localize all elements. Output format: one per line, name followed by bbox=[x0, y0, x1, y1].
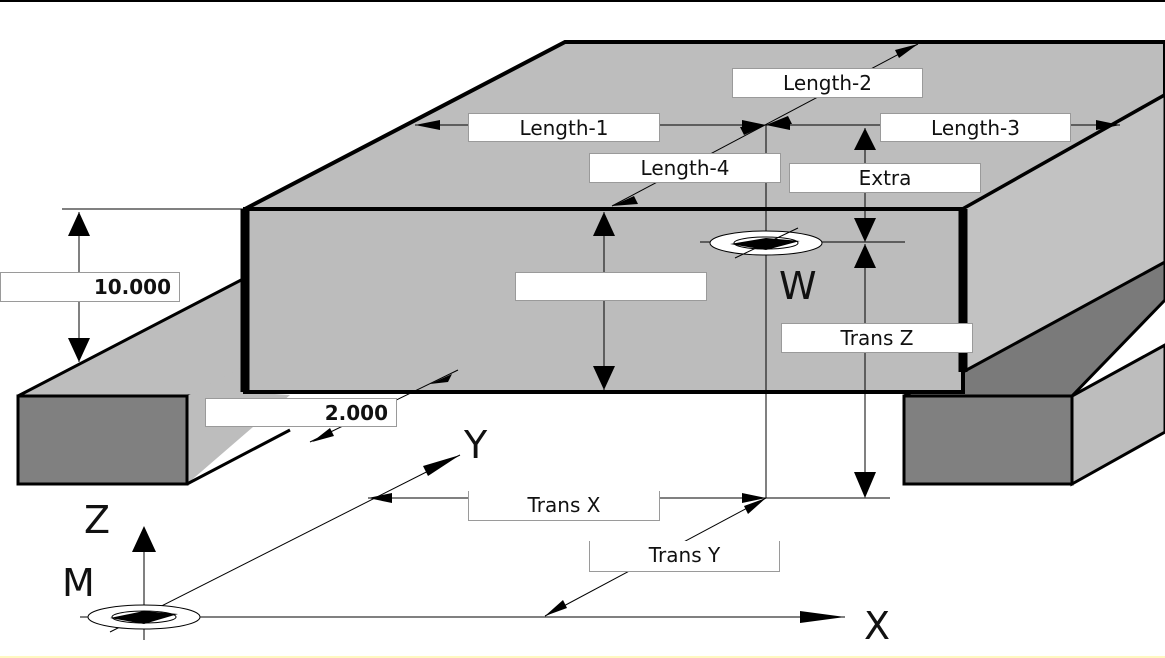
trans-z-field[interactable]: Trans Z bbox=[781, 323, 973, 353]
extra-arrow-up bbox=[854, 128, 876, 150]
extra-arrow-down bbox=[854, 218, 876, 242]
left-support-front bbox=[16, 394, 189, 486]
m-origin-label: M bbox=[62, 561, 95, 605]
trans-y-arrow-up bbox=[744, 498, 766, 514]
length-1-field[interactable]: Length-1 bbox=[468, 113, 660, 142]
left-support-edge bbox=[186, 428, 291, 486]
length-3-arrow-right bbox=[1096, 120, 1120, 130]
w-origin-label: W bbox=[779, 264, 817, 308]
trans-x-arrow-right bbox=[742, 493, 766, 503]
y-axis-label: Y bbox=[464, 423, 488, 467]
trans-x-field[interactable]: Trans X bbox=[468, 491, 660, 521]
m-origin-fill bbox=[110, 611, 178, 624]
length-3-field[interactable]: Length-3 bbox=[880, 113, 1071, 142]
length-4-field[interactable]: Length-4 bbox=[589, 153, 781, 183]
w-origin-slash bbox=[734, 227, 799, 259]
y-axis-arrow bbox=[423, 455, 460, 476]
trans-x-arrow-left bbox=[368, 493, 392, 503]
thickness-arrow-down bbox=[593, 366, 615, 390]
length-2-arrow-down bbox=[740, 125, 766, 135]
height-arrow-up bbox=[68, 212, 90, 236]
trans-y-arrow-down bbox=[545, 600, 567, 616]
thickness-field[interactable] bbox=[515, 272, 707, 301]
z-axis-label: Z bbox=[84, 498, 111, 542]
offset-arrow-down bbox=[312, 428, 334, 442]
length-2-arrow bbox=[895, 44, 918, 58]
y-axis-line bbox=[109, 454, 461, 633]
trans-z-arrow-up bbox=[854, 244, 876, 268]
offset-value-field[interactable]: 2.000 bbox=[205, 398, 397, 427]
length-4-arrow bbox=[612, 196, 638, 206]
thickness-arrow-up bbox=[593, 212, 615, 236]
trans-z-arrow-down bbox=[854, 472, 876, 498]
right-support-front bbox=[902, 394, 1074, 486]
x-axis-label: X bbox=[864, 604, 891, 648]
extra-field[interactable]: Extra bbox=[789, 163, 981, 193]
height-value-field[interactable]: 10.000 bbox=[0, 272, 180, 302]
height-arrow-down bbox=[68, 338, 90, 362]
x-axis-arrow bbox=[800, 611, 845, 623]
length-4-arrow-up bbox=[766, 116, 792, 125]
offset-arrow-up bbox=[430, 374, 452, 384]
trans-y-field[interactable]: Trans Y bbox=[589, 541, 780, 572]
z-axis-arrow bbox=[132, 526, 156, 552]
length-2-field[interactable]: Length-2 bbox=[732, 68, 923, 98]
length-1-arrow-left bbox=[415, 120, 440, 130]
